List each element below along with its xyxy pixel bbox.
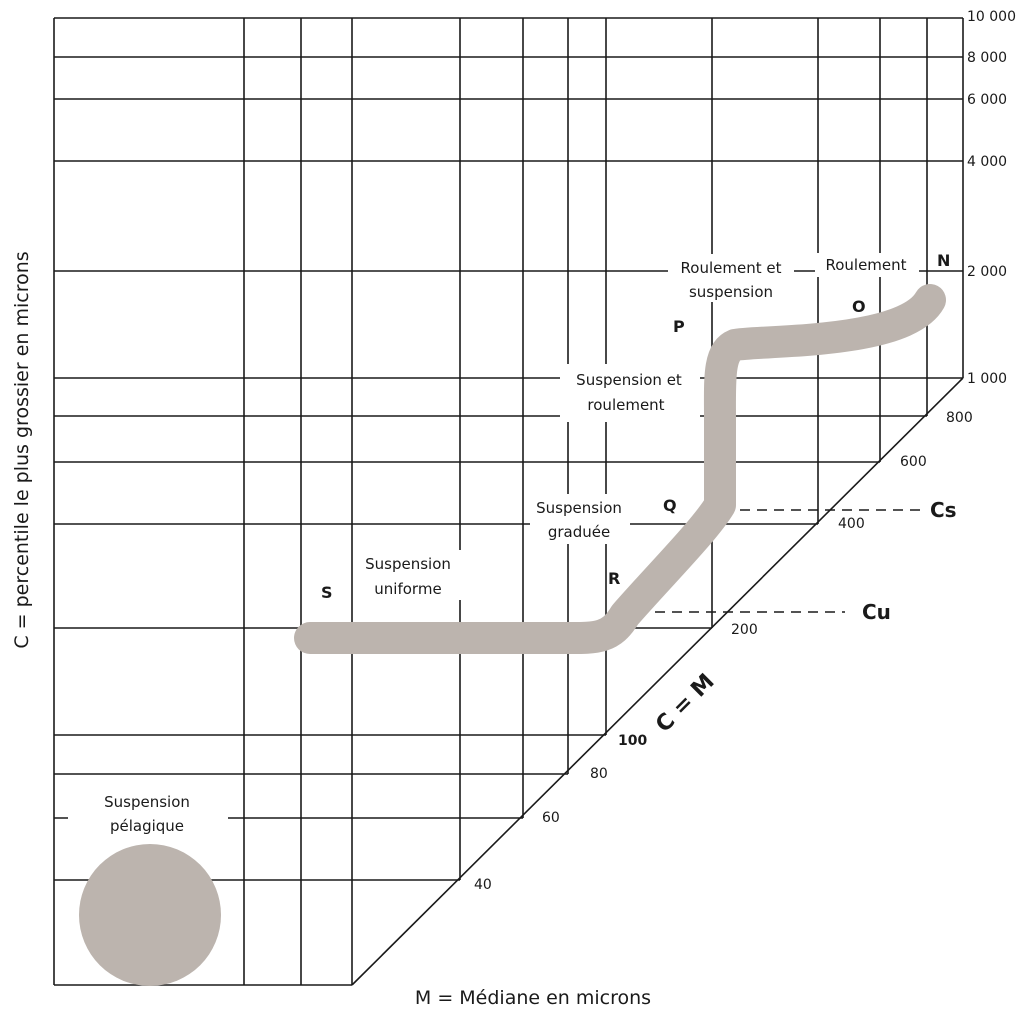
tick-60: 60 — [542, 810, 560, 826]
tick-200: 200 — [731, 622, 758, 638]
label-suspension-roulement-1: Suspension et — [576, 371, 682, 389]
tick-2000: 2 000 — [967, 264, 1007, 280]
tick-4000: 4 000 — [967, 154, 1007, 170]
label-cs: Cs — [930, 498, 957, 522]
label-suspension-roulement-2: roulement — [587, 396, 664, 414]
point-r: R — [608, 569, 620, 588]
tick-1000: 1 000 — [967, 371, 1007, 387]
label-uniforme-2: uniforme — [374, 580, 441, 598]
point-p: P — [673, 317, 685, 336]
tick-40: 40 — [474, 877, 492, 893]
label-backgrounds — [68, 6, 1023, 838]
label-roulement: Roulement — [825, 256, 906, 274]
label-roulement-suspension-2: suspension — [689, 283, 773, 301]
label-graduee-2: graduée — [548, 523, 610, 541]
label-pelagique-1: Suspension — [104, 793, 190, 811]
tick-6000: 6 000 — [967, 92, 1007, 108]
point-o: O — [852, 297, 866, 316]
right-axis-ticks: 10 000 8 000 6 000 4 000 2 000 1 000 — [967, 9, 1016, 387]
diagonal-ticks: 800 600 400 200 100 80 60 40 — [474, 410, 973, 893]
diagram-grid — [53, 17, 964, 986]
diagonal-label: C = M — [651, 669, 719, 737]
label-roulement-suspension-1: Roulement et — [681, 259, 782, 277]
region-labels: Roulement Roulement et suspension Suspen… — [104, 256, 907, 835]
diagonal-c-equals-m — [351, 377, 964, 986]
tick-400: 400 — [838, 516, 865, 532]
label-graduee-1: Suspension — [536, 499, 622, 517]
y-axis-title: C = percentile le plus grossier en micro… — [11, 251, 33, 648]
point-n: N — [937, 251, 950, 270]
tick-8000: 8 000 — [967, 50, 1007, 66]
label-uniforme-1: Suspension — [365, 555, 451, 573]
cm-trajectory-band — [294, 284, 946, 655]
tick-80: 80 — [590, 766, 608, 782]
pelagic-suspension-circle — [79, 844, 221, 986]
tick-600: 600 — [900, 454, 927, 470]
trajectory-points: N O P Q R S — [321, 251, 950, 602]
tick-800: 800 — [946, 410, 973, 426]
point-q: Q — [663, 496, 677, 515]
point-s: S — [321, 583, 333, 602]
tick-100: 100 — [618, 733, 647, 749]
x-axis-title: M = Médiane en microns — [415, 987, 651, 1009]
label-cu: Cu — [862, 600, 891, 624]
label-pelagique-2: pélagique — [110, 817, 184, 835]
tick-10000: 10 000 — [967, 9, 1016, 25]
